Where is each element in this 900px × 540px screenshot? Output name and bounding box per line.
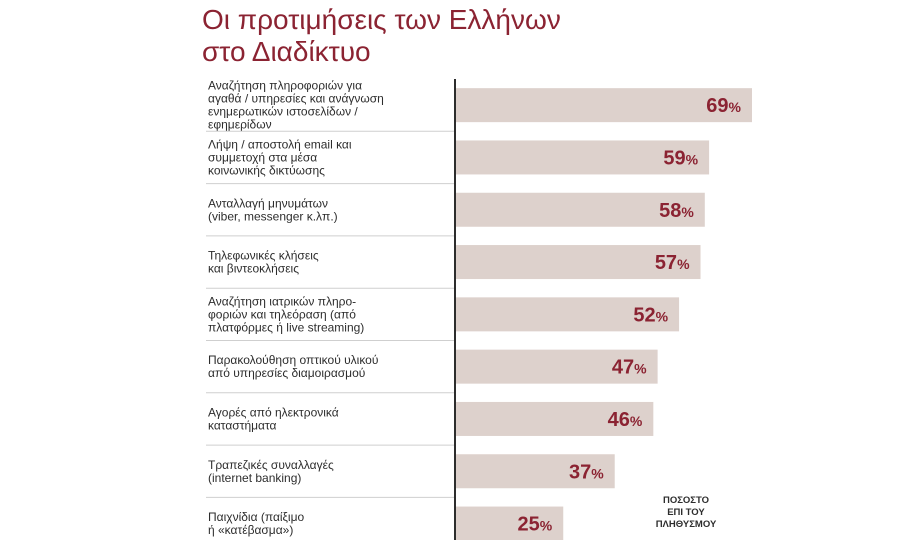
value-number: 59 (663, 147, 685, 169)
category-label-line: από υπηρεσίες διαμοιρασμού (208, 366, 365, 380)
category-label: Αναζήτηση πληροφοριών για αγαθά / υπηρεσί… (208, 79, 384, 132)
value-number: 52 (633, 304, 655, 326)
category-label: Λήψη / αποστολή email και συμμετοχή στα μ… (208, 137, 352, 177)
value-number: 57 (655, 252, 677, 274)
unit-note-line-2: ΕΠΙ ΤΟΥ (667, 507, 705, 518)
category-label-line: ή «κατέβασμα») (208, 523, 293, 537)
value-number: 69 (706, 95, 728, 117)
chart-title-line-2: στο Διαδίκτυο (202, 36, 371, 67)
bar (456, 140, 710, 175)
value-unit: % (677, 256, 690, 272)
value-unit: % (729, 99, 742, 115)
category-label-line: ενημερωτικών ιστοσελίδων / (208, 105, 358, 119)
bar (456, 192, 705, 227)
bar (456, 245, 701, 280)
category-label-line: καταστήματα (208, 418, 277, 432)
value-unit: % (686, 151, 699, 167)
unit-note: ΠΟΣΟΣΤΟ ΕΠΙ ΤΟΥ ΠΛΗΘΥΣΜΟΥ (622, 495, 750, 531)
value-unit: % (630, 413, 643, 429)
category-label-line: πλατφόρμες ή live streaming) (208, 320, 364, 334)
category-label: Ανταλλαγή μηνυμάτων (viber, messenger κ.λ… (208, 196, 338, 223)
unit-note-line-3: ΠΛΗΘΥΣΜΟΥ (655, 519, 717, 530)
bar (456, 88, 752, 123)
value-label: 25% (518, 514, 553, 536)
chart-title: Οι προτιμήσεις των Ελλήνων στο Διαδίκτυο (202, 4, 802, 68)
category-label: Παρακολούθηση οπτικού υλικού από υπηρεσίε… (208, 353, 378, 380)
value-label: 58% (659, 200, 694, 222)
category-label-line: Παρακολούθηση οπτικού υλικού (208, 353, 378, 367)
bar (456, 349, 658, 384)
value-unit: % (540, 518, 553, 534)
category-label-line: κοινωνικής δικτύωσης (208, 163, 325, 177)
category-label-line: Τραπεζικές συναλλαγές (208, 458, 334, 472)
bar (456, 297, 680, 332)
unit-note-line-1: ΠΟΣΟΣΤΟ (662, 495, 710, 506)
category-label-line: Αναζήτηση πληροφοριών για (208, 79, 362, 93)
value-number: 25 (518, 514, 540, 536)
category-label-line: εφημερίδων (208, 118, 272, 132)
category-label-line: (viber, messenger κ.λπ.) (208, 209, 338, 223)
bar (456, 454, 615, 489)
value-number: 47 (612, 357, 634, 379)
category-label-line: Παιχνίδια (παίξιμο (208, 510, 305, 524)
category-label-line: φοριών και τηλεόραση (από (208, 307, 356, 321)
value-unit: % (681, 204, 694, 220)
value-label: 59% (663, 147, 698, 169)
category-label-line: Αγορές από ηλεκτρονικά (208, 405, 339, 419)
value-number: 58 (659, 200, 681, 222)
value-unit: % (656, 308, 669, 324)
category-label: Αναζήτηση ιατρικών πληρο-φοριών και τηλε… (208, 294, 364, 334)
value-label: 57% (655, 252, 690, 274)
bar (456, 401, 654, 436)
category-label: Αγορές από ηλεκτρονικά καταστήματα (208, 405, 339, 432)
bar (456, 506, 564, 540)
category-label: Παιχνίδια (παίξιμο ή «κατέβασμα») (208, 510, 305, 537)
category-label-line: Ανταλλαγή μηνυμάτων (208, 196, 328, 210)
value-label: 52% (633, 304, 668, 326)
category-label-line: Λήψη / αποστολή email και (208, 137, 352, 151)
value-unit: % (591, 465, 604, 481)
category-label-line: Τηλεφωνικές κλήσεις (208, 249, 319, 263)
category-label: Τραπεζικές συναλλαγές (internet banking) (208, 458, 334, 485)
category-label: Τηλεφωνικές κλήσεις και βιντεοκλήσεις (208, 249, 319, 276)
value-number: 37 (569, 461, 591, 483)
category-label-line: αγαθά / υπηρεσίες και ανάγνωση (208, 92, 384, 106)
category-label-line: συμμετοχή στα μέσα (208, 150, 317, 164)
value-label: 37% (569, 461, 604, 483)
category-label-line: (internet banking) (208, 471, 301, 485)
chart-title-line-1: Οι προτιμήσεις των Ελλήνων (202, 4, 561, 35)
value-label: 69% (706, 95, 741, 117)
category-label-line: Αναζήτηση ιατρικών πληρο- (208, 294, 356, 308)
value-label: 46% (608, 409, 643, 431)
value-number: 46 (608, 409, 630, 431)
value-unit: % (634, 361, 647, 377)
value-label: 47% (612, 357, 647, 379)
category-label-line: και βιντεοκλήσεις (208, 262, 299, 276)
